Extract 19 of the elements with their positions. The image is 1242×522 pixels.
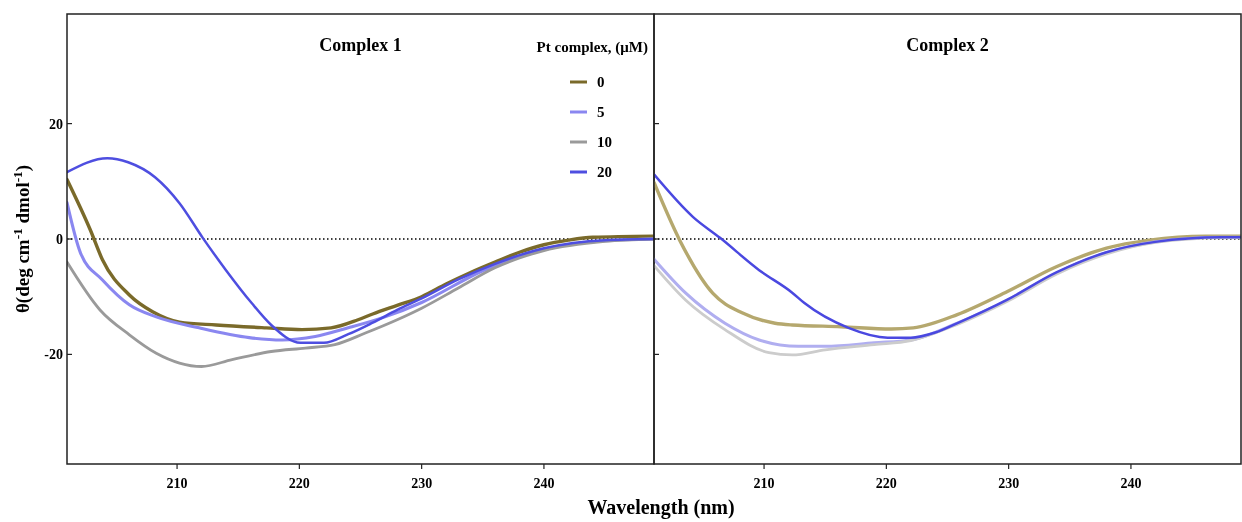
- x-tick-label: 210: [753, 476, 775, 491]
- x-tick-label: 240: [533, 476, 555, 491]
- text: Complex 1: [319, 35, 402, 55]
- legend-label: 5: [597, 104, 605, 120]
- y-tick-label: -20: [44, 347, 63, 363]
- x-tick-label: 210: [166, 476, 188, 491]
- x-tick-label: 220: [288, 476, 310, 491]
- text: Complex 2: [906, 35, 989, 55]
- x-tick-label: 240: [1120, 476, 1142, 491]
- y-tick-label: 0: [56, 232, 63, 247]
- x-tick-label: 220: [875, 476, 897, 491]
- x-tick-label: 230: [411, 476, 433, 491]
- x-axis-title: Wavelength (nm): [587, 496, 735, 519]
- legend-label: 0: [597, 74, 605, 90]
- y-tick-label: 20: [49, 116, 63, 132]
- legend-title: Pt complex, (μM): [536, 39, 648, 56]
- x-tick-label: 230: [998, 476, 1020, 491]
- legend-label: 20: [597, 164, 612, 180]
- legend-label: 10: [597, 134, 612, 150]
